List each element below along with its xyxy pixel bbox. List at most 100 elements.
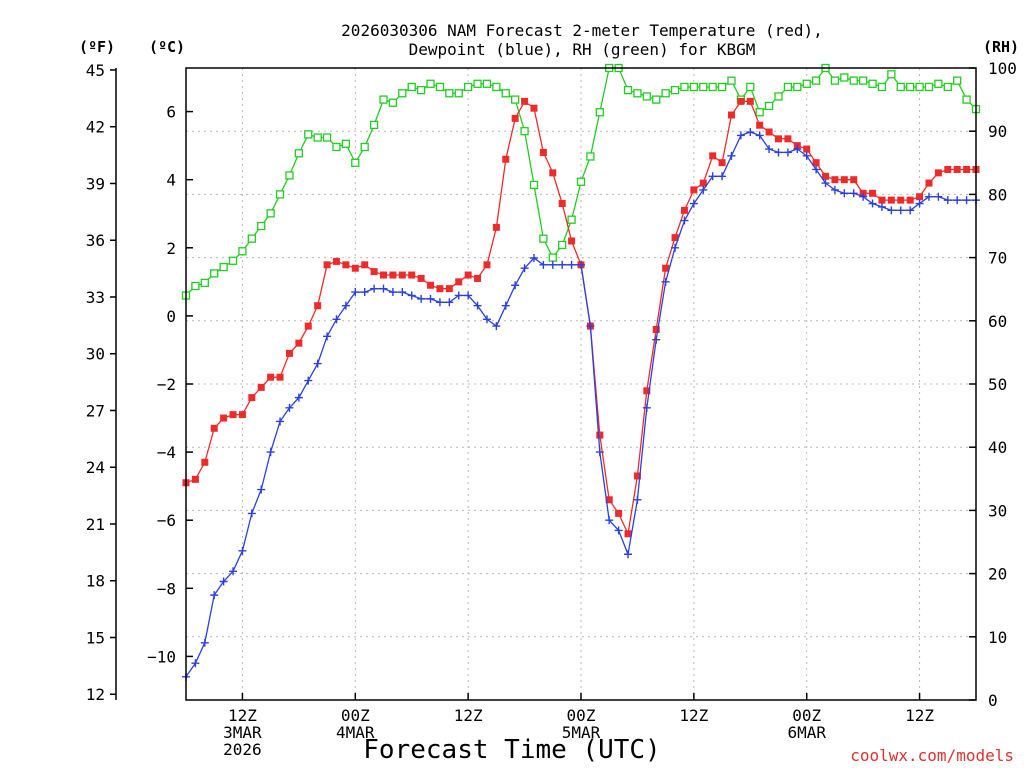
dewpoint-point [962, 196, 971, 205]
temperature-point [605, 496, 613, 504]
rh-tick-label: 60 [988, 312, 1007, 331]
rh-tick-label: 0 [988, 691, 998, 710]
temperature-point [445, 285, 453, 293]
temperature-point [568, 237, 576, 245]
dewpoint-point [332, 315, 341, 324]
temperature-point [596, 431, 604, 439]
dewpoint-point [445, 298, 454, 307]
temperature-point [633, 472, 641, 480]
chart-title-line2: Dewpoint (blue), RH (green) for KBGM [409, 40, 756, 59]
dewpoint-point [370, 284, 379, 293]
rh-point [915, 82, 924, 92]
temperature-point [530, 104, 538, 112]
dewpoint-point [567, 260, 576, 269]
celsius-tick-label: −4 [157, 443, 176, 462]
rh-point [304, 130, 313, 139]
rh-point [322, 133, 332, 142]
rh-point [896, 82, 905, 92]
dewpoint-point [407, 291, 416, 300]
rh-point [294, 149, 304, 158]
rh-point [840, 73, 849, 82]
temperature-point [464, 271, 472, 279]
rh-point [529, 180, 539, 190]
dewpoint-point [304, 376, 313, 385]
temperature-point [436, 285, 444, 293]
dewpoint-point [661, 277, 670, 286]
dewpoint-point [257, 485, 266, 494]
rh-point [953, 76, 962, 85]
temperature-point [680, 206, 688, 214]
dewpoint-point [285, 403, 294, 412]
rh-point [811, 76, 821, 85]
temperature-point [276, 373, 284, 381]
rh-point [727, 76, 736, 85]
temperature-point [662, 264, 670, 272]
dewpoint-point [718, 172, 727, 181]
temperature-point [756, 121, 764, 129]
temperature-point [699, 179, 707, 187]
dewpoint-point [229, 567, 238, 576]
rh-point [680, 82, 689, 92]
time-tick-label: 12Z [679, 706, 708, 725]
fahrenheit-tick-label: 27 [86, 401, 105, 420]
temperature-point [427, 281, 435, 289]
temperature-point [304, 322, 312, 330]
dewpoint-point [840, 189, 849, 198]
dewpoint-point [482, 315, 491, 324]
dewpoint-point [417, 294, 426, 303]
temperature-point [483, 261, 491, 269]
dewpoint-point [398, 288, 407, 297]
temperature-point [370, 268, 378, 276]
time-tick-label: 12Z [454, 706, 483, 725]
dewpoint-point [887, 206, 896, 215]
dewpoint-point [624, 550, 633, 559]
rh-point [285, 171, 294, 180]
fahrenheit-tick-label: 24 [86, 458, 105, 477]
temperature-point [351, 264, 359, 272]
rh-point [379, 95, 388, 104]
temperature-point [474, 274, 482, 282]
temperature-point [718, 159, 726, 167]
temperature-point [314, 302, 322, 310]
rh-point [802, 79, 811, 88]
temperature-point [549, 169, 557, 177]
rh-point [774, 92, 783, 101]
rh-point [275, 190, 285, 199]
temperature-point [746, 97, 754, 105]
dewpoint-point [877, 202, 886, 211]
rh-point [586, 152, 595, 161]
temperature-point [229, 411, 237, 419]
dewpoint-point [501, 301, 510, 310]
time-tick-label: 5MAR [562, 723, 601, 742]
rh-point [520, 127, 529, 136]
fahrenheit-tick-label: 36 [86, 231, 105, 250]
fahrenheit-tick-label: 39 [86, 174, 105, 193]
dewpoint-point [360, 288, 369, 297]
dewpoint-point [511, 281, 520, 290]
rh-point [793, 82, 802, 92]
temperature-point [398, 271, 406, 279]
dewpoint-point [586, 322, 595, 331]
temperature-point [906, 196, 914, 204]
temperature-point [897, 196, 905, 204]
dewpoint-point [652, 335, 661, 344]
fahrenheit-tick-label: 21 [86, 515, 105, 534]
temperature-point [210, 424, 218, 432]
fahrenheit-tick-label: 33 [86, 288, 105, 307]
rh-point [595, 108, 604, 117]
rh-point [849, 76, 858, 85]
rh-point [642, 92, 651, 101]
dewpoint-point [200, 638, 209, 647]
temperature-point [389, 271, 397, 279]
dewpoint-point [294, 393, 303, 402]
dewpoint-point [595, 448, 604, 457]
temperature-point [248, 394, 256, 402]
rh-point [266, 209, 275, 218]
temperature-point [332, 257, 340, 265]
dewpoint-point [351, 288, 360, 297]
rh-point [210, 269, 219, 278]
rh-point [943, 82, 952, 92]
rh-point [877, 82, 887, 92]
rh-point [398, 89, 407, 98]
